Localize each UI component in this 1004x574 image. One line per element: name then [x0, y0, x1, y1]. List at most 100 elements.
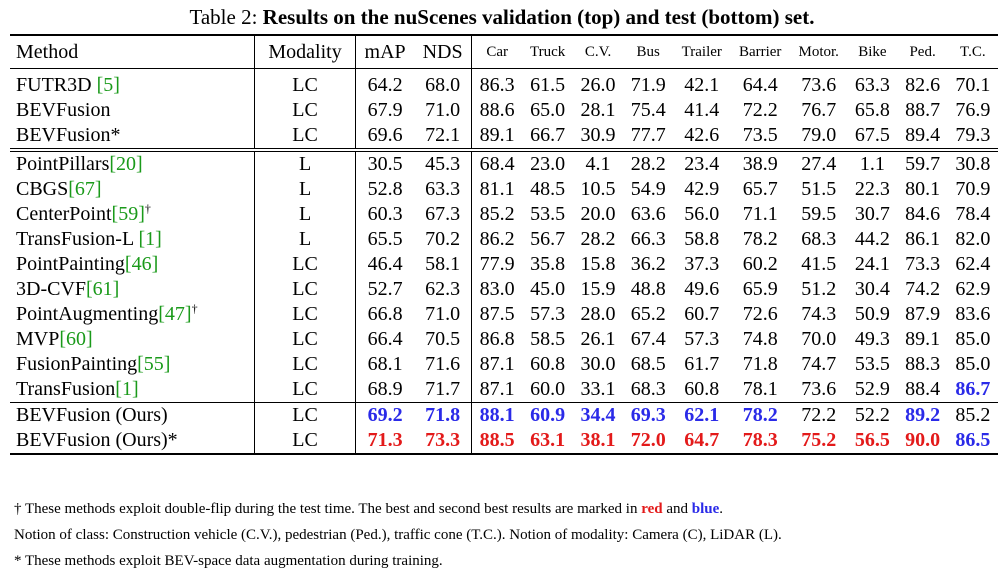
- class-ap-cell: 80.1: [905, 178, 941, 200]
- class-ap-cell: 30.4: [854, 278, 890, 300]
- class-ap-cell: 60.0: [530, 378, 566, 400]
- method-name: CBGS: [16, 178, 69, 200]
- results-table: Method Modality mAP NDS Car Truck C.V. B…: [10, 34, 998, 455]
- class-ap-cell: 72.0: [623, 428, 674, 455]
- class-ap-cell: 78.2: [742, 228, 778, 250]
- modality-cell: L: [254, 202, 356, 227]
- header-method: Method: [10, 34, 256, 69]
- class-ap-cell: 83.6: [955, 303, 991, 325]
- table-row: BEVFusion (Ours)* LC 71.3 73.3 88.5 63.1 38.1 7…: [10, 428, 998, 455]
- class-ap-cell: 10.5: [580, 178, 616, 200]
- nds-cell: 63.3: [414, 177, 473, 202]
- class-ap-cell: 30.9: [580, 124, 616, 146]
- nds-cell: 71.8: [414, 402, 473, 428]
- method-cell: PointPainting[46]: [10, 252, 256, 277]
- citation-link[interactable]: [55]: [137, 353, 171, 375]
- citation-link[interactable]: [20]: [109, 153, 143, 175]
- class-ap-cell: 67.5: [854, 124, 890, 146]
- table-row: CenterPoint[59]† L 60.3 67.3 85.2 53.5 20.0 63.…: [10, 202, 998, 227]
- class-ap-cell: 30.7: [854, 203, 890, 225]
- class-ap-cell: 51.5: [801, 178, 837, 200]
- citation-link[interactable]: [47]: [158, 303, 192, 325]
- citation-link[interactable]: [60]: [59, 328, 93, 350]
- header-class-car: Car: [471, 34, 523, 69]
- class-ap-cell: 76.9: [955, 99, 991, 121]
- class-ap-cell: 56.7: [530, 228, 566, 250]
- map-cell: 69.2: [355, 402, 415, 428]
- class-ap-cell: 70.9: [955, 178, 991, 200]
- method-cell: BEVFusion: [10, 98, 256, 123]
- class-ap-cell: 56.0: [684, 203, 720, 225]
- method-name: MVP: [16, 328, 60, 350]
- citation-link[interactable]: [67]: [68, 178, 102, 200]
- citation-link[interactable]: [5]: [96, 74, 120, 96]
- table-notes: † These methods exploit double-flip duri…: [14, 496, 994, 574]
- nds-cell: 62.3: [414, 277, 473, 302]
- map-cell: 71.3: [355, 428, 415, 455]
- class-ap-cell: 89.2: [897, 402, 948, 428]
- class-ap-cell: 51.2: [801, 278, 837, 300]
- citation-link[interactable]: [1]: [115, 378, 139, 400]
- header-class-motor: Motor.: [790, 34, 848, 69]
- nds-cell: 71.0: [414, 302, 473, 327]
- citation-link[interactable]: [59]: [111, 203, 145, 225]
- class-ap-cell: 87.9: [905, 303, 941, 325]
- citation-link[interactable]: [61]: [86, 278, 120, 300]
- method-cell: PointPillars[20]: [10, 148, 256, 177]
- dagger-mark: †: [144, 201, 151, 216]
- class-ap-cell: 83.0: [479, 278, 515, 300]
- class-ap-cell: 26.0: [580, 74, 616, 96]
- modality-cell: LC: [254, 352, 356, 377]
- header-class-ped: Ped.: [897, 34, 948, 69]
- table-row: BEVFusion LC 67.9 71.0 88.6 65.0 28.1 75.4 41.4 7…: [10, 98, 998, 123]
- citation-link[interactable]: [46]: [124, 253, 159, 275]
- table-row: BEVFusion* LC 69.6 72.1 89.1 66.7 30.9 77.7 42.6…: [10, 123, 998, 150]
- class-ap-cell: 48.8: [630, 278, 666, 300]
- class-ap-cell: 74.2: [905, 278, 941, 300]
- class-ap-cell: 35.8: [530, 253, 566, 275]
- method-cell: BEVFusion*: [10, 123, 256, 150]
- modality-cell: L: [254, 227, 356, 252]
- class-ap-cell: 44.2: [854, 228, 890, 250]
- class-ap-cell: 36.2: [630, 253, 666, 275]
- class-ap-cell: 30.8: [947, 148, 998, 177]
- nds-cell: 70.2: [414, 227, 473, 252]
- nds-cell: 58.1: [414, 252, 473, 277]
- class-ap-cell: 63.3: [854, 74, 890, 96]
- class-ap-cell: 72.2: [742, 99, 778, 121]
- header-map: mAP: [355, 34, 415, 69]
- class-ap-cell: 87.1: [479, 378, 515, 400]
- class-ap-cell: 85.2: [479, 203, 515, 225]
- class-ap-cell: 82.6: [905, 74, 941, 96]
- class-ap-cell: 66.7: [530, 124, 566, 146]
- table-header-row: Method Modality mAP NDS Car Truck C.V. B…: [10, 34, 998, 69]
- class-ap-cell: 76.7: [801, 99, 837, 121]
- map-cell: 66.8: [367, 303, 403, 325]
- table-row: BEVFusion (Ours) LC 69.2 71.8 88.1 60.9 34.4 69…: [10, 402, 998, 428]
- map-cell: 52.8: [367, 178, 403, 200]
- class-ap-cell: 15.9: [580, 278, 616, 300]
- method-name: FUTR3D: [16, 74, 97, 96]
- class-ap-cell: 66.3: [630, 228, 666, 250]
- table-row: TransFusion-L [1] L 65.5 70.2 86.2 56.7 28.2 66…: [10, 227, 998, 252]
- class-ap-cell: 61.5: [530, 74, 566, 96]
- class-ap-cell: 69.3: [623, 402, 674, 428]
- class-ap-cell: 42.9: [684, 178, 720, 200]
- map-cell: 60.3: [367, 203, 403, 225]
- header-class-cv: C.V.: [572, 34, 624, 69]
- method-cell: FUTR3D [5]: [10, 68, 256, 98]
- modality-cell: LC: [254, 277, 356, 302]
- header-class-truck: Truck: [522, 34, 573, 69]
- modality-cell: LC: [254, 98, 356, 123]
- method-cell: BEVFusion (Ours)*: [10, 428, 256, 455]
- class-ap-cell: 37.3: [684, 253, 720, 275]
- modality-cell: LC: [254, 327, 356, 352]
- caption-prefix: Table 2:: [189, 5, 263, 29]
- class-ap-cell: 42.1: [684, 74, 720, 96]
- class-ap-cell: 73.3: [905, 253, 941, 275]
- class-ap-cell: 73.6: [801, 74, 837, 96]
- class-ap-cell: 65.7: [742, 178, 778, 200]
- class-ap-cell: 74.8: [742, 328, 778, 350]
- table-row: FUTR3D [5] LC 64.2 68.0 86.3 61.5 26.0 71.9 42.1…: [10, 68, 998, 98]
- citation-link[interactable]: [1]: [138, 228, 162, 250]
